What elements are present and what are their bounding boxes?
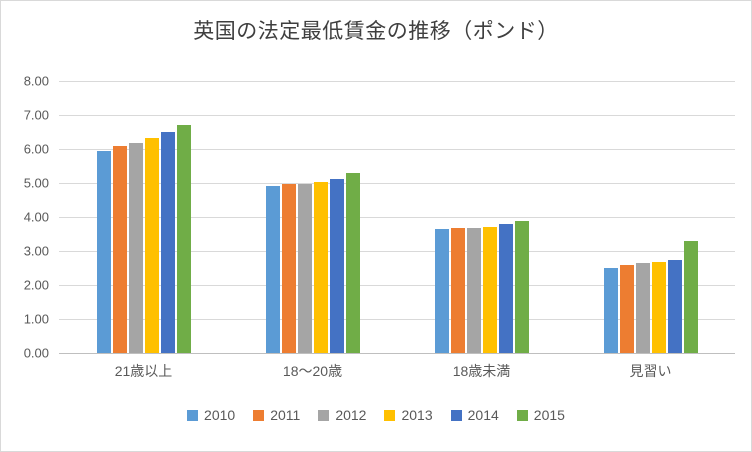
bar-2013 [651,261,666,353]
x-axis-labels: 21歳以上 18〜20歳 18歳未満 見習い [59,361,735,381]
bar-2015 [683,240,698,353]
x-axis-category-label: 18〜20歳 [282,363,343,379]
y-axis-tick-label: 1.00 [23,311,49,327]
legend-label: 2015 [533,407,565,423]
legend-label: 2010 [204,407,236,423]
x-axis-category-label: 見習い [629,363,672,379]
y-axis-labels: 0.00 1.00 2.00 3.00 4.00 5.00 6.00 7.00 8.00 [1,74,49,361]
gridline [59,183,735,184]
bar-2011 [619,264,634,353]
bar-2015 [345,172,360,353]
bar-2012 [297,183,312,353]
y-axis-tick-label: 3.00 [23,243,49,259]
bar-2015 [176,125,191,353]
legend-swatch-icon [384,409,396,421]
legend-item-2012: 2012 [318,407,366,423]
legend-swatch-icon [516,409,528,421]
bar-2010 [265,185,280,353]
gridline [59,285,735,286]
legend-label: 2014 [467,407,499,423]
bar-2010 [434,229,449,353]
y-axis-tick-label: 8.00 [23,73,49,89]
legend-swatch-icon [187,409,199,421]
bar-groups [59,81,735,353]
bar-group [397,81,566,353]
bar-2011 [281,183,296,353]
legend-label: 2013 [401,407,433,423]
bar-2014 [160,132,175,353]
bar-2015 [514,221,529,353]
legend-item-2011: 2011 [253,407,300,423]
bar-2014 [329,178,344,353]
legend-item-2010: 2010 [187,407,235,423]
gridline [59,217,735,218]
bar-2012 [466,227,481,353]
x-axis-category-label: 21歳以上 [114,363,173,379]
plot-area [59,81,735,354]
bar-group [566,81,735,353]
bar-group [59,81,228,353]
legend-item-2014: 2014 [450,407,499,423]
bar-2010 [96,151,111,353]
legend: 2010 2011 2012 2013 2014 2015 [1,407,751,423]
bar-2013 [313,181,328,353]
bar-2010 [603,268,618,353]
bar-2012 [635,262,650,353]
legend-item-2015: 2015 [516,407,565,423]
bar-2012 [128,142,143,353]
y-axis-tick-label: 2.00 [23,277,49,293]
gridline [59,149,735,150]
bar-2013 [144,138,159,353]
y-axis-tick-label: 6.00 [23,141,49,157]
legend-swatch-icon [450,409,462,421]
bar-2011 [112,146,127,353]
gridline [59,319,735,320]
bar-2013 [482,226,497,353]
legend-swatch-icon [318,409,330,421]
legend-swatch-icon [253,409,265,421]
gridline [59,115,735,116]
y-axis-tick-label: 5.00 [23,175,49,191]
bar-group [228,81,397,353]
chart-title: 英国の法定最低賃金の推移（ポンド） [193,20,559,43]
y-axis-tick-label: 7.00 [23,107,49,123]
y-axis-tick-label: 4.00 [23,209,49,225]
bar-2011 [450,227,465,353]
bar-2014 [667,260,682,353]
x-axis-category-label: 18歳未満 [452,363,511,379]
y-axis-tick-label: 0.00 [23,345,49,361]
bar-2014 [498,224,513,353]
legend-label: 2012 [335,407,367,423]
legend-item-2013: 2013 [384,407,433,423]
gridline [59,251,735,252]
legend-label: 2011 [270,407,301,423]
gridline [59,81,735,82]
